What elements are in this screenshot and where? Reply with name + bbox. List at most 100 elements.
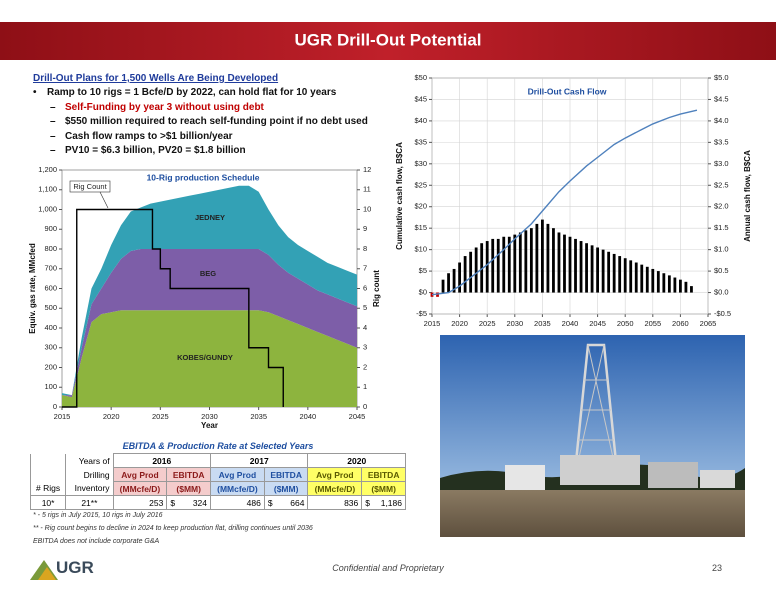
y-tick-label: 1,200: [38, 165, 57, 174]
y2-tick-label: 1: [363, 382, 367, 391]
col-header: EBITDA: [263, 467, 309, 482]
group-header: 2017: [210, 453, 309, 468]
bar: [513, 234, 517, 293]
y-tick-label: 600: [44, 283, 57, 292]
col-header: Years of: [65, 453, 114, 468]
logo-triangle: [38, 567, 56, 580]
bar: [518, 232, 522, 293]
col-header: Avg Prod: [210, 467, 265, 482]
bar: [546, 223, 550, 293]
y-tick-label: $10: [414, 245, 427, 254]
bullet-heading: Drill-Out Plans for 1,500 Wells Are Bein…: [33, 73, 279, 84]
cell: 10*: [29, 495, 67, 510]
bar: [524, 230, 528, 293]
series-label: JEDNEY: [195, 213, 225, 222]
y-tick-label: -$5: [416, 309, 427, 318]
x-tick-label: 2045: [589, 319, 606, 328]
x-tick-label: 2025: [152, 412, 169, 421]
footnotes: * - 5 rigs in July 2015, 10 rigs in July…: [33, 509, 313, 548]
bar: [452, 268, 456, 293]
bar: [552, 228, 555, 293]
bar: [447, 273, 450, 293]
bullet-item: PV10 = $6.3 billion, PV20 = $1.8 billion: [33, 144, 403, 159]
cell: 21**: [65, 495, 114, 510]
col-header: (MMcfe/D): [307, 481, 363, 496]
photo-tank: [505, 465, 545, 490]
y-tick-label: $45: [414, 94, 427, 103]
photo-trailer: [700, 470, 735, 488]
footnote: EBITDA does not include corporate G&A: [33, 538, 160, 545]
group-header: 2016: [112, 453, 212, 468]
y2-tick-label: $4.5: [714, 94, 729, 103]
y2-tick-label: 3: [363, 343, 367, 352]
ebitda-table: Years of 2016 2017 2020 Drilling Avg Pro…: [29, 453, 406, 510]
bar: [673, 277, 677, 293]
col-header: (MMcfe/D): [210, 481, 265, 496]
title-banner: [0, 22, 776, 60]
y2-tick-label: 11: [363, 185, 371, 194]
bar: [541, 219, 544, 293]
y-tick-label: $30: [414, 159, 427, 168]
bar: [579, 241, 583, 293]
bar: [684, 281, 688, 293]
y-tick-label: 200: [44, 362, 57, 371]
y2-tick-label: 9: [363, 224, 367, 233]
bar: [502, 236, 506, 293]
bar: [535, 223, 539, 293]
photo-building: [648, 462, 698, 488]
bar: [679, 279, 682, 293]
y-tick-label: $5: [419, 266, 427, 275]
slide-title: UGR Drill-Out Potential: [295, 30, 482, 49]
x-tick-label: 2025: [479, 319, 496, 328]
y2-tick-label: 6: [363, 283, 367, 292]
cell: $1,186: [361, 495, 406, 510]
y-tick-label: 800: [44, 244, 57, 253]
x-tick-label: 2015: [54, 412, 71, 421]
bar: [623, 258, 627, 293]
x-tick-label: 2030: [201, 412, 218, 421]
cell: 486: [210, 495, 265, 510]
bullet-item: Cash flow ramps to >$1 billion/year: [33, 130, 403, 145]
cell: $664: [263, 495, 309, 510]
y2-tick-label: $2.5: [714, 180, 729, 189]
photo-ground: [440, 490, 745, 537]
x-tick-label: 2035: [250, 412, 267, 421]
x-axis-label: Year: [201, 421, 218, 430]
y-tick-label: $20: [414, 202, 427, 211]
bar: [651, 268, 655, 293]
bar: [557, 232, 561, 293]
bullet-item: Ramp to 10 rigs = 1 Bcfe/D by 2022, can …: [33, 86, 403, 101]
y-tick-label: 0: [53, 402, 57, 411]
col-header: # Rigs: [29, 481, 67, 496]
col-header: ($MM): [263, 481, 309, 496]
y-tick-label: $15: [414, 223, 427, 232]
y2-tick-label: 5: [363, 303, 367, 312]
bar: [436, 292, 439, 297]
bar: [491, 238, 495, 293]
y-axis-label: Cumulative cash flow, B$CA: [395, 142, 404, 250]
col-header: ($MM): [166, 481, 212, 496]
x-tick-label: 2030: [506, 319, 523, 328]
bullet-item: Self-Funding by year 3 without using deb…: [33, 101, 403, 116]
chart-title: 10-Rig production Schedule: [147, 172, 260, 182]
table-caption: EBITDA & Production Rate at Selected Yea…: [122, 441, 314, 451]
area: [62, 185, 357, 396]
y-tick-label: 1,000: [38, 204, 57, 213]
x-tick-label: 2065: [700, 319, 717, 328]
y-tick-label: 900: [44, 224, 57, 233]
y2-tick-label: $2.0: [714, 202, 729, 211]
y2-tick-label: 12: [363, 165, 371, 174]
bar: [662, 273, 666, 293]
col-header: Inventory: [65, 481, 114, 496]
legend-pointer: [99, 191, 109, 209]
y2-tick-label: $3.0: [714, 159, 729, 168]
bar: [469, 251, 473, 293]
group-header: 2020: [307, 453, 406, 468]
cell: [29, 453, 67, 468]
y-tick-label: $25: [414, 180, 427, 189]
col-header: EBITDA: [361, 467, 406, 482]
x-tick-label: 2020: [451, 319, 468, 328]
y-tick-label: $0: [419, 288, 427, 297]
y2-tick-label: $0.0: [714, 288, 729, 297]
